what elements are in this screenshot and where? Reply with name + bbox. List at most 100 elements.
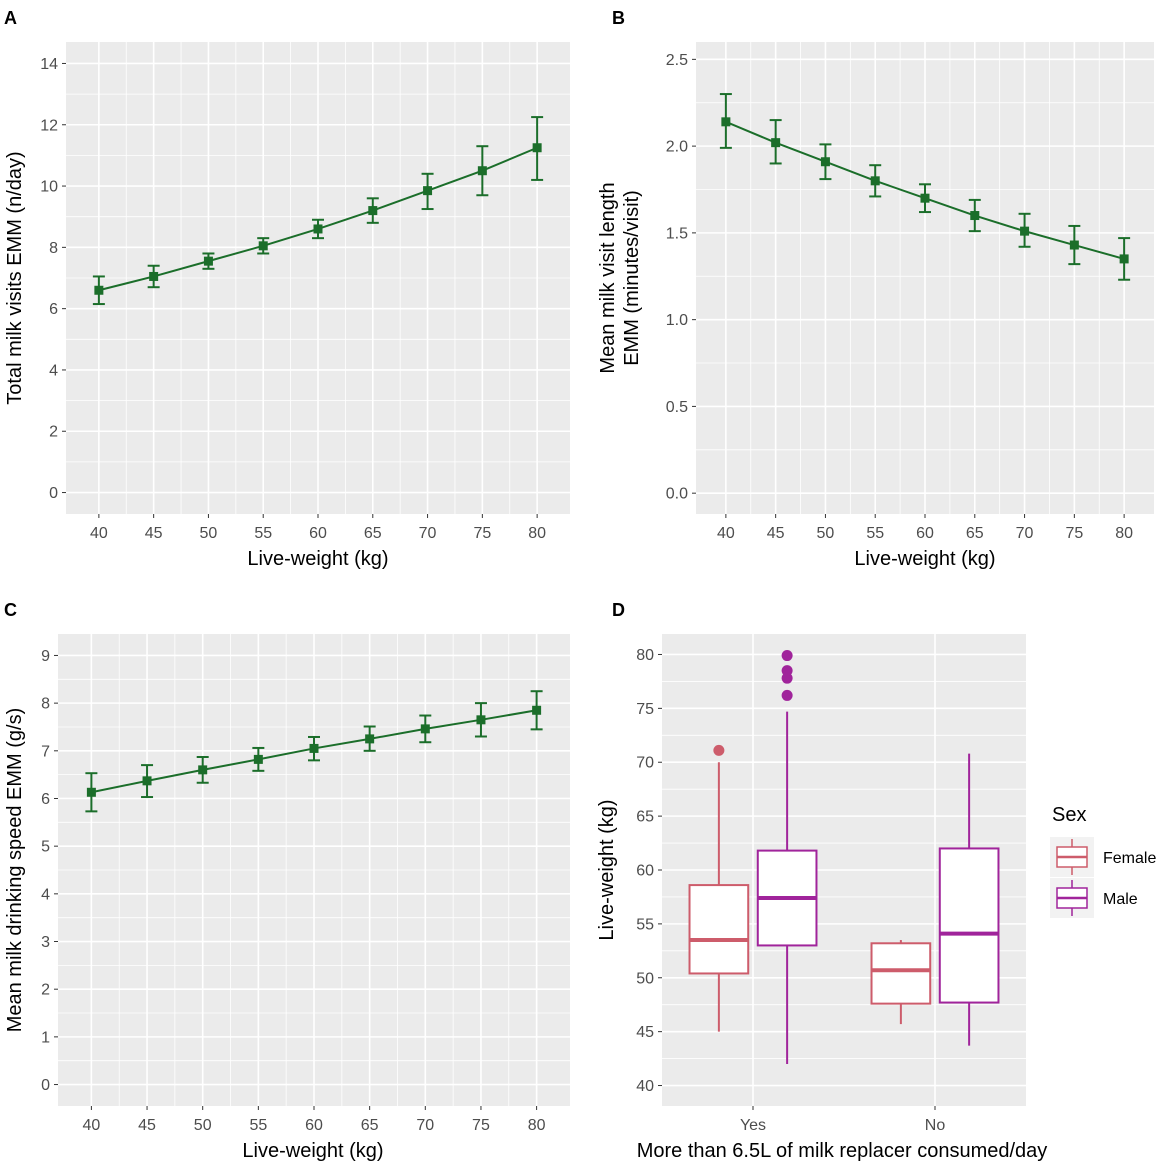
x-tick-label: 55 — [254, 525, 272, 542]
legend-title: Sex — [1052, 804, 1086, 826]
y-tick-label: 0 — [49, 485, 58, 502]
panel-c-x-axis-label: Live-weight (kg) — [242, 1140, 383, 1162]
x-tick-label: 60 — [916, 525, 934, 542]
panel-c-y-ticks: 0 1 2 3 4 5 6 7 8 9 — [41, 648, 58, 1094]
data-point — [771, 138, 781, 148]
y-tick-label: 1 — [41, 1029, 50, 1046]
y-tick-label: 0.5 — [666, 399, 688, 416]
y-tick-label: 55 — [636, 916, 654, 933]
panel-a-y-ticks: 0 2 4 6 8 10 12 14 — [40, 56, 66, 502]
x-tick-label: 70 — [416, 1117, 434, 1134]
y-tick-label: 50 — [636, 970, 654, 987]
data-point — [203, 256, 213, 266]
box-female-yes — [688, 744, 750, 1032]
data-point — [253, 754, 263, 764]
data-point — [1020, 226, 1030, 236]
panel-d-grid — [662, 634, 1026, 1106]
y-tick-label: 0 — [41, 1077, 50, 1094]
x-tick-label: 80 — [528, 525, 546, 542]
panel-d-x-ticks: Yes No — [740, 1106, 945, 1134]
outlier-point — [781, 665, 793, 677]
panel-d-boxes — [688, 650, 1000, 1064]
outlier-point — [781, 672, 793, 684]
x-tick-label: 50 — [194, 1117, 212, 1134]
x-tick-label: 40 — [82, 1117, 100, 1134]
data-point — [970, 211, 980, 221]
y-tick-label: 60 — [636, 863, 654, 880]
panel-b-x-axis-label: Live-weight (kg) — [854, 548, 995, 570]
box-male-no — [938, 753, 1000, 1046]
x-tick-label: 45 — [138, 1117, 156, 1134]
outlier-point — [781, 689, 793, 701]
panel-b: B 0.00.51.01.52.02.5 40 45 50 55 60 65 70 75 80 … — [597, 8, 1154, 570]
y-tick-label: 9 — [41, 648, 50, 665]
data-point — [368, 206, 378, 216]
panel-d: D 40 45 50 55 60 65 70 75 80 Yes No More than 6.5… — [596, 600, 1156, 1162]
panel-a: A 0 2 4 6 8 10 12 14 40 45 50 55 60 65 70 75 80 Live-we… — [4, 8, 570, 570]
box-male-yes — [756, 650, 818, 1064]
panel-b-y-axis-label-line2: EMM (minutes/visit) — [621, 190, 643, 366]
y-tick-label: 1.0 — [666, 312, 688, 329]
panel-c-x-ticks: 40 45 50 55 60 65 70 75 80 — [82, 1106, 546, 1134]
panel-b-y-axis-label-line1: Mean milk visit length — [597, 182, 619, 373]
x-tick-label: 70 — [1016, 525, 1034, 542]
outlier-point — [713, 744, 725, 756]
x-tick-label: 45 — [145, 525, 163, 542]
data-point — [313, 224, 323, 234]
panel-label-b: B — [612, 8, 625, 28]
data-point — [1119, 254, 1129, 264]
x-tick-label: 40 — [717, 525, 735, 542]
y-tick-label: 40 — [636, 1078, 654, 1095]
y-tick-label: 8 — [41, 696, 50, 713]
box-iqr — [688, 884, 750, 975]
panel-d-x-axis-label: More than 6.5L of milk replacer consumed… — [637, 1140, 1048, 1162]
x-tick-label: 50 — [817, 525, 835, 542]
panel-b-x-ticks: 40 45 50 55 60 65 70 75 80 — [717, 514, 1133, 542]
data-point — [309, 743, 319, 753]
panel-c-series — [85, 690, 543, 813]
y-tick-label: 45 — [636, 1024, 654, 1041]
data-point — [870, 176, 880, 186]
x-tick-label: 55 — [866, 525, 884, 542]
legend-label-male: Male — [1103, 891, 1138, 908]
y-tick-label: 4 — [49, 362, 58, 379]
data-point — [820, 157, 830, 167]
data-point — [532, 705, 542, 715]
data-point — [476, 715, 486, 725]
y-tick-label: 5 — [41, 839, 50, 856]
y-tick-label: 7 — [41, 743, 50, 760]
box-female-no — [870, 940, 932, 1025]
y-tick-label: 2.0 — [666, 139, 688, 156]
y-tick-label: 80 — [636, 647, 654, 664]
y-tick-label: 65 — [636, 809, 654, 826]
data-point — [86, 787, 96, 797]
x-tick-label: 40 — [90, 525, 108, 542]
y-tick-label: 6 — [49, 301, 58, 318]
y-tick-label: 0.0 — [666, 486, 688, 503]
y-tick-label: 2 — [41, 982, 50, 999]
data-point — [477, 166, 487, 176]
data-point — [149, 271, 159, 281]
data-point — [258, 241, 268, 251]
x-tick-label: 75 — [472, 1117, 490, 1134]
x-tick-label: 55 — [249, 1117, 267, 1134]
y-tick-label: 12 — [40, 117, 58, 134]
panel-a-y-axis-label: Total milk visits EMM (n/day) — [4, 151, 26, 404]
x-tick-label: 80 — [1115, 525, 1133, 542]
panel-label-c: C — [4, 600, 17, 620]
panel-c-y-axis-label: Mean milk drinking speed EMM (g/s) — [4, 708, 26, 1033]
data-point — [920, 193, 930, 203]
y-tick-label: 2 — [49, 424, 58, 441]
panel-label-d: D — [612, 600, 625, 620]
y-tick-label: 14 — [40, 56, 58, 73]
x-tick-label: Yes — [740, 1117, 766, 1134]
panel-d-y-ticks: 40 45 50 55 60 65 70 75 80 — [636, 647, 662, 1095]
x-tick-label: 75 — [1065, 525, 1083, 542]
outlier-point — [781, 650, 793, 662]
legend-label-female: Female — [1103, 850, 1156, 867]
x-tick-label: 65 — [361, 1117, 379, 1134]
y-tick-label: 10 — [40, 179, 58, 196]
data-point — [94, 285, 104, 295]
